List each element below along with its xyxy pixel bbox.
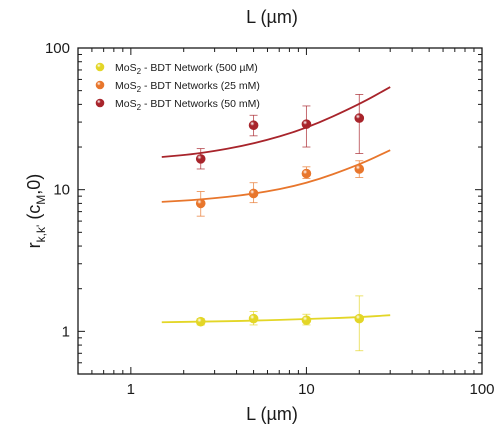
error-bars: [196, 94, 364, 352]
y-axis-title-close: ,0): [24, 174, 44, 195]
plot-frame: [77, 47, 483, 375]
data-points: [195, 113, 365, 327]
y-tick-label: 10: [53, 182, 70, 199]
x-tick-label: 10: [298, 381, 315, 398]
data-point: [301, 168, 312, 179]
legend-label-rest: - BDT Networks (50 mM): [141, 98, 260, 110]
data-point: [248, 188, 259, 199]
x-axis-title: L (µm): [246, 404, 298, 424]
x-tick-label: 1: [127, 381, 135, 398]
legend-label-sub: 2: [137, 67, 142, 76]
fit-curve: [161, 314, 391, 324]
fit-curve: [161, 86, 391, 158]
data-point: [354, 113, 365, 123]
data-point: [195, 154, 206, 164]
legend: MoS2 - BDT Network (500 µM)MoS2 - BDT Ne…: [95, 62, 260, 112]
y-tick-label: 100: [45, 40, 70, 57]
fit-curve: [161, 149, 391, 203]
x-tick-label: 100: [469, 381, 494, 398]
legend-label-sub: 2: [137, 103, 142, 112]
legend-entry: MoS2 - BDT Networks (50 mM): [115, 98, 260, 112]
data-point: [248, 313, 259, 324]
legend-label-rest: - BDT Networks (25 mM): [141, 80, 260, 92]
y-axis-title-arg-sub: M: [34, 195, 48, 205]
legend-label-main: MoS: [115, 80, 137, 92]
top-x-axis-title: L (µm): [246, 7, 298, 27]
data-point: [195, 316, 206, 327]
y-axis-title: rk,k' (cM,0): [24, 174, 48, 249]
legend-entry: MoS2 - BDT Network (500 µM): [115, 62, 258, 76]
data-point: [301, 119, 312, 129]
data-point: [354, 313, 365, 324]
data-point: [248, 120, 259, 131]
data-point: [301, 315, 312, 325]
data-point: [354, 164, 365, 174]
data-point: [195, 198, 206, 209]
y-tick-label: 1: [62, 323, 70, 340]
y-axis-title-base: r: [24, 242, 44, 248]
axis-ticks: 1 10 100 1 10 100: [45, 40, 495, 398]
legend-label-sub: 2: [137, 85, 142, 94]
fit-curves: [161, 86, 391, 324]
y-axis-title-base-sub: k,k': [34, 225, 48, 243]
legend-marker: [95, 98, 105, 108]
y-axis-title-open: (c: [24, 205, 44, 225]
legend-entry: MoS2 - BDT Networks (25 mM): [115, 80, 260, 94]
legend-marker: [95, 62, 105, 72]
legend-marker: [95, 80, 105, 90]
legend-label-rest: - BDT Network (500 µM): [141, 62, 258, 74]
legend-label-main: MoS: [115, 62, 137, 74]
legend-label-main: MoS: [115, 98, 137, 110]
